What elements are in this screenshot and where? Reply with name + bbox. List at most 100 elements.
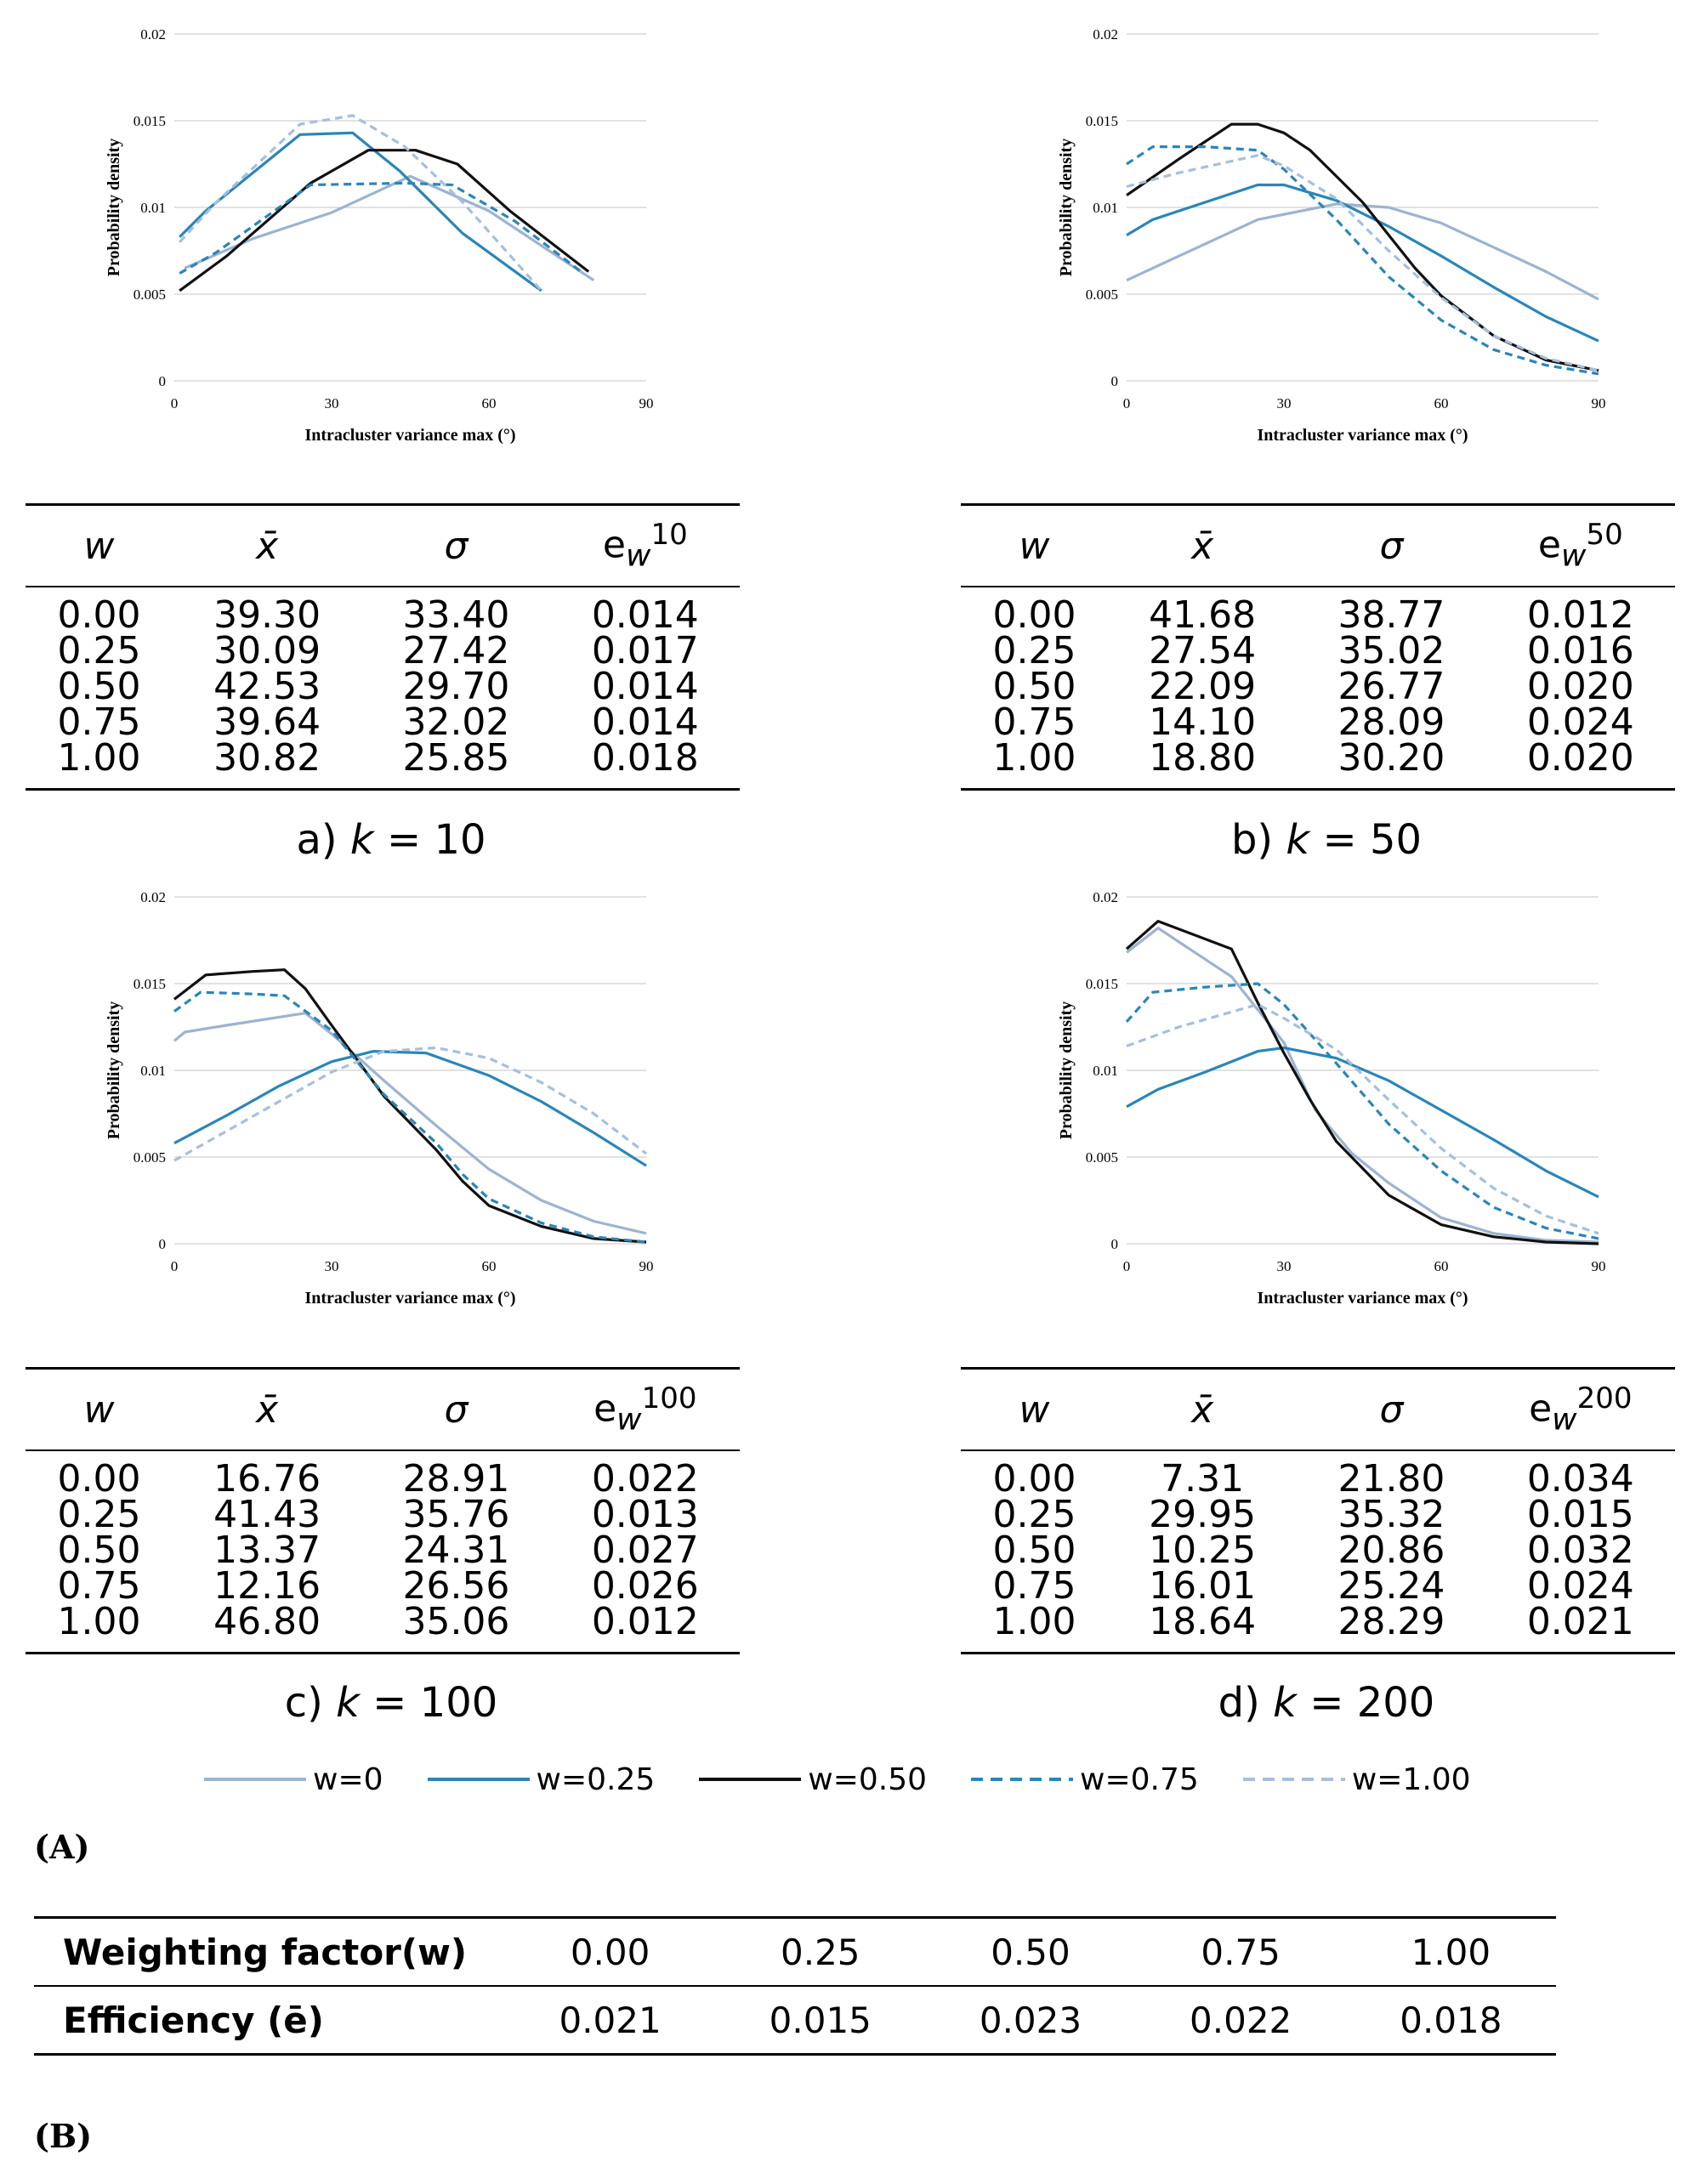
header-mean: x̄ [1107, 1367, 1298, 1451]
cell-w: 0.00 [57, 593, 141, 637]
table-row: 0.25 41.43 35.76 0.013 [26, 1493, 740, 1536]
table-row: 0.75 16.01 25.24 0.024 [961, 1564, 1675, 1608]
cell-mean: 39.30 [213, 593, 321, 637]
cell-sigma: 26.56 [402, 1564, 510, 1608]
table-row: 0.25 29.95 35.32 0.015 [961, 1493, 1675, 1536]
weights-row: Weighting factor(w) 0.00 0.25 0.50 0.75 … [34, 1916, 1556, 1987]
series-line-w025 [1126, 1046, 1599, 1199]
series-line-w075 [173, 990, 647, 1244]
cell-mean: 39.64 [213, 701, 321, 744]
table-row: 0.50 13.37 24.31 0.027 [26, 1529, 740, 1572]
x-tick-label: 60 [482, 1258, 497, 1274]
cell-w: 0.75 [57, 701, 141, 744]
cell-efficiency: 0.021 [1485, 1603, 1675, 1654]
cell-mean: 18.64 [1107, 1603, 1298, 1654]
cell-sigma: 24.31 [402, 1529, 510, 1572]
series-line-w0 [1126, 202, 1599, 301]
header-w: w [26, 503, 173, 587]
chart-a: 0 0.005 0.01 0.015 0.02 0 30 60 90 Intracluster v… [105, 26, 654, 445]
figure-label-b: (B) [34, 2117, 93, 2155]
cell-efficiency: 0.027 [591, 1529, 699, 1572]
cell-sigma: 28.91 [402, 1457, 510, 1500]
chart-c: 0 0.005 0.01 0.015 0.02 0 30 60 90 Intracluster v… [105, 889, 654, 1308]
x-tick-label: 60 [1434, 395, 1449, 411]
cell-sigma: 35.32 [1337, 1493, 1445, 1536]
x-tick-label: 0 [1123, 395, 1131, 411]
caption-c: c) k = 100 [284, 1679, 498, 1727]
cell-w: 0.50 [992, 1529, 1076, 1572]
cell-efficiency: 0.012 [1526, 593, 1634, 637]
legend-line-w100 [1242, 1778, 1345, 1781]
cell-mean: 46.80 [172, 1603, 362, 1654]
legend-item-w025: w=0.25 [427, 1762, 655, 1797]
legend-item-w0: w=0 [204, 1762, 383, 1797]
x-tick-label: 90 [639, 1258, 654, 1274]
chart-b: 0 0.005 0.01 0.015 0.02 0 30 60 90 Intracluster v… [1057, 26, 1606, 445]
cell-w: 0.00 [992, 1457, 1076, 1500]
header-sigma: σ [1297, 1367, 1486, 1451]
header-efficiency: ew50 [1485, 503, 1675, 587]
cell-mean: 16.76 [213, 1457, 321, 1500]
cell-efficiency: 0.014 [591, 701, 699, 744]
y-tick-label: 0 [159, 373, 167, 389]
header-w: w [26, 1367, 173, 1451]
header-w: w [961, 503, 1108, 587]
table-row: 0.00 41.68 38.77 0.012 [961, 587, 1675, 637]
cell-efficiency: 0.032 [1526, 1529, 1634, 1572]
y-tick-label: 0 [1111, 1236, 1119, 1252]
series-line-w075 [1125, 982, 1599, 1240]
cell-efficiency: 0.026 [591, 1564, 699, 1608]
table-row: 0.75 39.64 32.02 0.014 [26, 701, 740, 744]
cell-sigma: 38.77 [1337, 593, 1445, 637]
y-tick-label: 0.01 [1093, 200, 1118, 216]
header-mean: x̄ [172, 503, 362, 587]
cell-sigma: 30.20 [1297, 740, 1486, 791]
cell-efficiency: 0.012 [550, 1603, 740, 1654]
efficiency-cell: 0.018 [1345, 1986, 1556, 2056]
stats-table-d: w x̄ σ ew200 0.00 7.31 21.80 0.034 0.25 29.95… [961, 1367, 1675, 1654]
cell-efficiency: 0.024 [1526, 1564, 1634, 1608]
cell-w: 1.00 [961, 740, 1108, 791]
cell-sigma: 25.24 [1337, 1564, 1445, 1608]
y-axis-label: Probability density [105, 139, 123, 276]
cell-efficiency: 0.016 [1526, 629, 1634, 672]
cell-efficiency: 0.020 [1485, 740, 1675, 791]
table-row: 1.00 18.64 28.29 0.021 [961, 1603, 1675, 1654]
legend-line-w075 [971, 1778, 1074, 1781]
weight-cell: 1.00 [1345, 1916, 1556, 1987]
y-tick-label: 0 [159, 1236, 167, 1252]
cell-efficiency: 0.013 [591, 1493, 699, 1536]
cell-w: 0.75 [57, 1564, 141, 1608]
series-line-w075 [1126, 145, 1599, 376]
series-line-w025 [179, 131, 542, 292]
efficiency-row: Efficiency (ē) 0.021 0.015 0.023 0.022 0… [34, 1986, 1556, 2056]
table-row: 1.00 46.80 35.06 0.012 [26, 1603, 740, 1654]
cell-w: 1.00 [961, 1603, 1108, 1654]
x-tick-label: 30 [1277, 395, 1292, 411]
y-axis-label: Probability density [105, 1001, 123, 1139]
cell-mean: 13.37 [213, 1529, 321, 1572]
cell-mean: 22.09 [1149, 665, 1257, 708]
efficiency-table: Weighting factor(w) 0.00 0.25 0.50 0.75 … [34, 1916, 1556, 2056]
x-tick-label: 0 [1123, 1258, 1131, 1274]
table-row: 1.00 18.80 30.20 0.020 [961, 740, 1675, 791]
header-mean: x̄ [172, 1367, 362, 1451]
series-line-w075 [179, 181, 584, 275]
weight-cell: 0.00 [505, 1916, 716, 1987]
table-row: 0.00 16.76 28.91 0.022 [26, 1450, 740, 1500]
cell-w: 0.50 [992, 665, 1076, 708]
y-tick-label: 0.015 [1086, 976, 1118, 992]
legend-label: w=0.75 [1080, 1761, 1199, 1797]
series-line-w050 [179, 149, 590, 292]
caption-b: b) k = 50 [1230, 816, 1423, 864]
cell-mean: 18.80 [1107, 740, 1298, 791]
cell-efficiency: 0.017 [591, 629, 699, 672]
efficiency-cell: 0.023 [925, 1986, 1136, 2056]
header-efficiency: ew200 [1485, 1367, 1675, 1451]
legend-label: w=0 [313, 1761, 383, 1797]
cell-w: 0.00 [57, 1457, 141, 1500]
cell-mean: 27.54 [1149, 629, 1257, 672]
caption-a: a) k = 10 [296, 816, 486, 864]
weight-cell: 0.50 [925, 1916, 1136, 1987]
y-tick-label: 0.005 [1086, 1149, 1118, 1166]
